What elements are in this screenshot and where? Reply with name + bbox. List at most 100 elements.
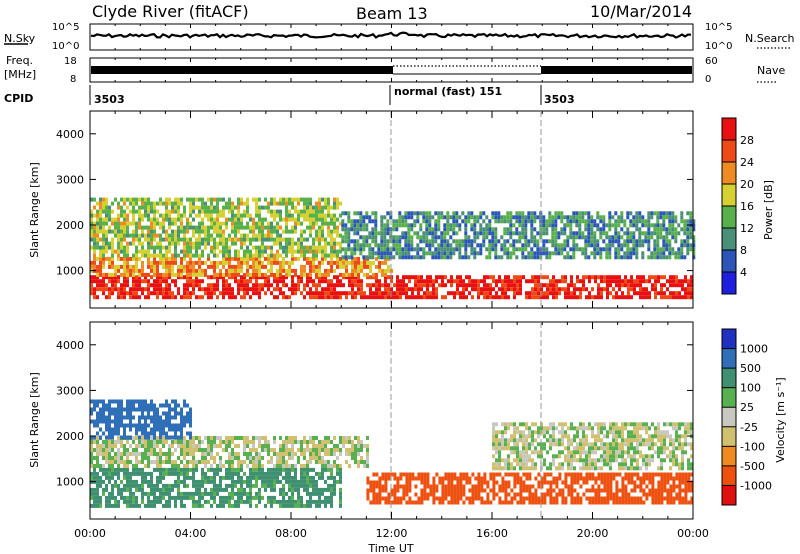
power-cell <box>530 211 534 216</box>
power-cell <box>117 225 120 230</box>
power-cell <box>623 219 627 224</box>
power-cell <box>639 279 642 284</box>
velocity-cell <box>102 456 105 460</box>
power-cell <box>479 227 483 232</box>
power-cell <box>578 211 582 216</box>
power-cell <box>153 221 156 226</box>
velocity-cell <box>420 500 424 505</box>
velocity-cell <box>222 495 225 500</box>
velocity-cell <box>207 436 210 440</box>
power-cell <box>639 295 642 300</box>
power-cell <box>534 275 537 280</box>
velocity-cell <box>549 496 553 501</box>
velocity-cell <box>324 467 327 472</box>
power-cell <box>234 256 237 261</box>
power-cell <box>192 197 195 202</box>
power-cell <box>423 295 426 300</box>
power-cell <box>243 295 246 300</box>
power-cell <box>512 251 516 256</box>
power-cell <box>636 275 639 280</box>
velocity-cell <box>480 476 484 481</box>
velocity-cell <box>357 460 360 464</box>
power-cell <box>285 197 288 202</box>
power-cell <box>207 241 210 246</box>
power-cell <box>192 283 195 288</box>
power-cell <box>612 295 615 300</box>
power-cell <box>150 229 153 234</box>
velocity-cell <box>126 448 129 452</box>
power-cell <box>552 275 555 280</box>
velocity-cell <box>150 471 153 476</box>
power-cell <box>207 197 210 202</box>
power-cell <box>153 264 156 269</box>
power-cell <box>624 295 627 300</box>
velocity-cell <box>129 403 132 408</box>
power-cell <box>321 229 324 234</box>
power-cell <box>567 295 570 300</box>
velocity-cell <box>255 483 258 488</box>
power-cell <box>375 287 378 292</box>
velocity-cell <box>225 483 228 488</box>
freq-left-tick-top: 18 <box>64 56 77 67</box>
velocity-cell <box>186 471 189 476</box>
velocity-cell <box>300 467 303 472</box>
velocity-cell <box>393 492 397 497</box>
velocity-cell <box>456 492 460 497</box>
power-cell <box>216 217 219 222</box>
velocity-cell <box>132 448 135 452</box>
power-cell <box>237 260 240 265</box>
power-cell <box>668 227 672 232</box>
velocity-cell <box>132 499 135 504</box>
velocity-cell <box>144 423 147 428</box>
power-cell <box>285 275 288 280</box>
power-cell <box>231 213 234 218</box>
power-cell <box>165 249 168 254</box>
velocity-cell <box>552 496 556 501</box>
power-cell <box>207 287 210 292</box>
velocity-cell <box>216 471 219 476</box>
velocity-cell <box>279 467 282 472</box>
power-cell <box>213 237 216 242</box>
velocity-cell <box>135 467 138 472</box>
power-cell <box>449 227 453 232</box>
velocity-cell <box>477 476 481 481</box>
velocity-cell <box>261 483 264 488</box>
power-cell <box>258 237 261 242</box>
power-cell <box>333 268 336 273</box>
power-cell <box>377 251 381 256</box>
power-cell <box>497 239 501 244</box>
power-cell <box>192 225 195 230</box>
power-cell <box>536 251 540 256</box>
power-cell <box>560 251 564 256</box>
power-cell <box>123 217 126 222</box>
power-cell <box>204 205 207 210</box>
velocity-cell <box>297 487 300 492</box>
power-cell <box>530 231 534 236</box>
power-cell <box>183 233 186 238</box>
power-cell <box>327 279 330 284</box>
power-cell <box>507 295 510 300</box>
power-cell <box>165 287 168 292</box>
power-cell <box>180 217 183 222</box>
power-cell <box>303 229 306 234</box>
power-cell <box>216 283 219 288</box>
velocity-cell <box>99 415 102 420</box>
velocity-cell <box>309 440 312 444</box>
velocity-cell <box>483 476 487 481</box>
velocity-cell <box>318 499 321 504</box>
velocity-cell <box>129 415 132 420</box>
power-cell <box>240 275 243 280</box>
velocity-cell <box>297 491 300 496</box>
power-cell <box>321 217 324 222</box>
velocity-cell <box>369 488 373 493</box>
velocity-cell <box>486 492 490 497</box>
power-cell <box>222 253 225 258</box>
power-cell <box>615 283 618 288</box>
power-cell <box>117 275 120 280</box>
velocity-cell <box>375 496 379 501</box>
velocity-cell <box>207 460 210 464</box>
power-cell <box>117 249 120 254</box>
power-cell <box>240 268 243 273</box>
velocity-cell <box>156 423 159 428</box>
power-cell <box>561 275 564 280</box>
